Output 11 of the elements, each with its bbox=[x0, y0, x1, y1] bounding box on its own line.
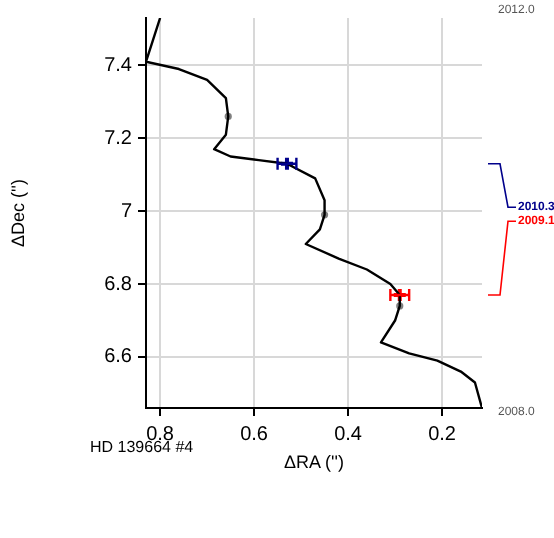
x-axis-title: ΔRA ('') bbox=[284, 452, 344, 473]
x-tick-label: 0.4 bbox=[334, 423, 363, 446]
y-tick-label: 7.2 bbox=[104, 127, 133, 150]
text: HD 139664 #4 bbox=[90, 438, 195, 457]
y-tick-label: 7.4 bbox=[104, 54, 133, 77]
y-axis-title: ΔDec ('') bbox=[7, 179, 28, 247]
y-tick-label: 6.8 bbox=[104, 273, 133, 296]
y-tick-label: 6.6 bbox=[104, 346, 133, 369]
y-tick-label: 7 bbox=[120, 200, 133, 223]
x-tick-label: 0.2 bbox=[428, 423, 457, 446]
x-tick-label: 0.6 bbox=[240, 423, 269, 446]
